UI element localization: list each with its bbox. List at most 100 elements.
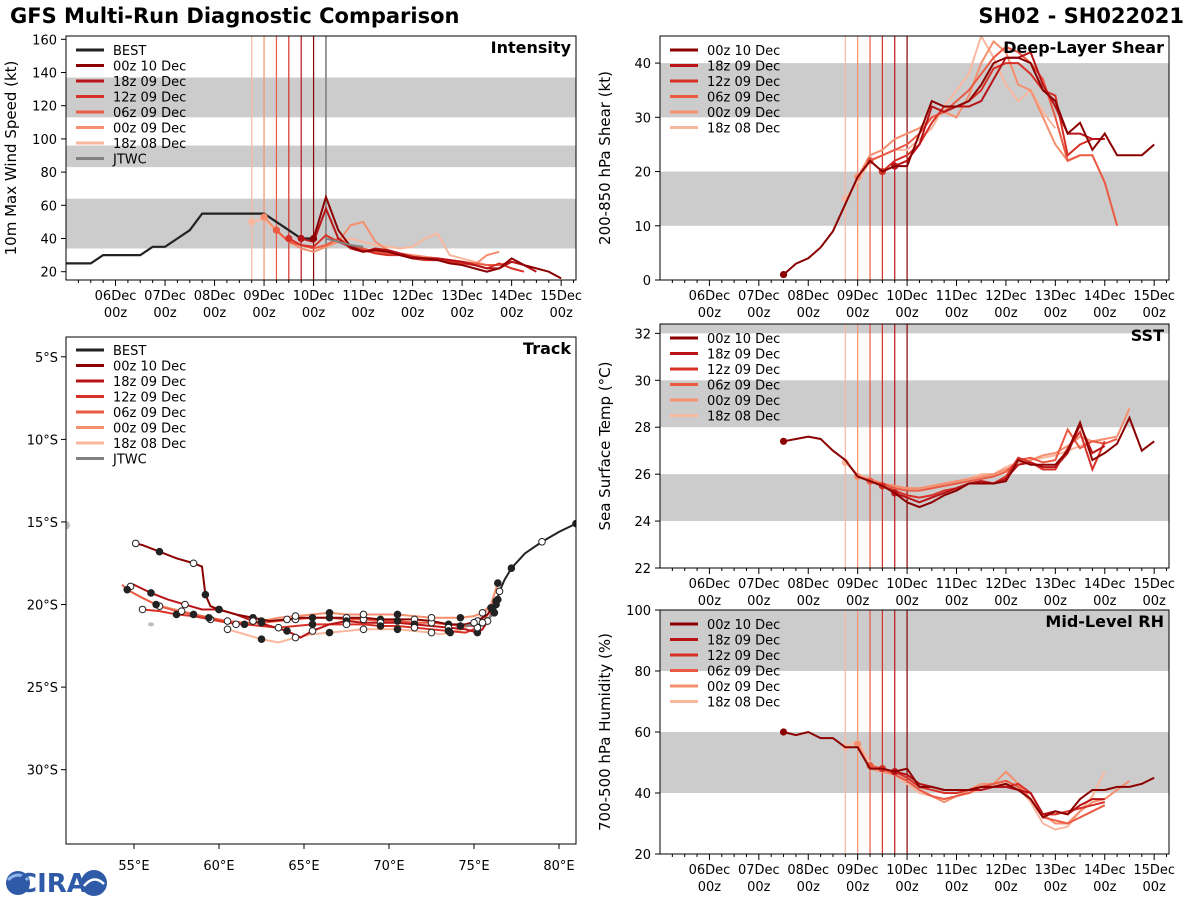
rh-xtick-label: 00z (698, 880, 722, 895)
track-position-marker (205, 613, 213, 622)
shear-series-init-point (779, 270, 788, 279)
intensity-legend-label: 06z 09 Dec (113, 106, 186, 121)
track-ytick-label: 20°S (27, 599, 58, 614)
shear-xtick-label: 00z (747, 306, 771, 321)
track-position-marker (291, 612, 300, 620)
track-position-marker (538, 537, 546, 546)
sst-xtick-label: 13Dec (1034, 577, 1076, 592)
sst-legend-label: 18z 08 Dec (707, 410, 780, 425)
track-position-marker (257, 617, 266, 625)
intensity-xtick-label: 00z (302, 306, 326, 321)
track-position-marker (494, 595, 502, 604)
intensity-panel-title: Intensity (491, 38, 572, 57)
track-legend-label: 18z 08 Dec (113, 437, 186, 452)
track-xtick-label: 55°E (118, 859, 149, 874)
shear-panel: 0 10 20 30 40 06Dec 00z 07Dec 00z 08Dec 00z 09Dec 00… (596, 35, 1175, 321)
track-legend-label: 06z 09 Dec (113, 406, 186, 421)
rh-panel: 20 40 60 80 100 06Dec 00z 07Dec 00z 08Dec 00z 09Dec… (596, 604, 1175, 895)
rh-ytick-label: 40 (634, 787, 651, 802)
madagascar-coast (66, 521, 70, 530)
track-xtick-label: 80°E (543, 859, 574, 874)
rh-legend-label: 00z 09 Dec (707, 680, 780, 695)
sst-xtick-label: 06Dec (689, 577, 731, 592)
intensity-ytick-label: 60 (40, 199, 57, 214)
track-position-marker (393, 617, 402, 625)
intensity-xtick-label: 00z (104, 306, 128, 321)
shear-xtick-label: 00z (895, 306, 919, 321)
sst-threshold-band (660, 380, 1169, 428)
track-position-marker (291, 633, 300, 642)
shear-legend-label: 18z 08 Dec (707, 122, 780, 137)
intensity-legend-label: 00z 09 Dec (113, 122, 186, 137)
shear-ytick-label: 10 (634, 220, 651, 235)
shear-xtick-label: 09Dec (837, 289, 879, 304)
intensity-xtick-label: 06Dec (95, 289, 137, 304)
sst-xtick-label: 00z (747, 594, 771, 609)
reunion-island (148, 622, 154, 627)
track-position-marker (456, 622, 465, 630)
track-panel: 55°E 60°E 65°E 70°E 75°E 80°E 5°S 10°S 15°S 20°S 2… (27, 336, 577, 874)
rh-series-line (869, 764, 1106, 825)
track-position-marker (393, 625, 402, 634)
intensity-xtick-label: 10Dec (293, 289, 335, 304)
shear-xtick-label: 00z (698, 306, 722, 321)
shear-xtick-label: 14Dec (1084, 289, 1126, 304)
rh-ytick-label: 100 (626, 604, 651, 619)
track-position-marker (152, 600, 160, 609)
shear-xtick-label: 00z (1044, 306, 1068, 321)
rh-xtick-label: 00z (1044, 880, 1068, 895)
sst-xtick-label: 00z (1093, 594, 1117, 609)
intensity-xtick-label: 00z (450, 306, 474, 321)
shear-axes-frame (659, 35, 1170, 281)
track-legend-label: 00z 10 Dec (113, 360, 186, 375)
track-position-marker (308, 613, 317, 622)
rh-ytick-label: 20 (634, 848, 651, 863)
track-position-marker (495, 587, 504, 596)
intensity-xtick-label: 14Dec (491, 289, 533, 304)
track-legend-label: 18z 09 Dec (113, 375, 186, 390)
intensity-series-init-point (260, 213, 268, 221)
track-legend-label: JTWC (112, 453, 147, 468)
storm-id: SH02 - SH022021 (978, 4, 1184, 28)
rh-plot-area (660, 610, 1169, 854)
intensity-ytick-label: 120 (32, 100, 57, 115)
rh-xtick-label: 15Dec (1133, 863, 1175, 878)
sst-xtick-label: 00z (895, 594, 919, 609)
shear-xtick-label: 08Dec (787, 289, 829, 304)
sst-xtick-label: 00z (1044, 594, 1068, 609)
track-position-marker (189, 559, 198, 568)
rh-series-init-point (854, 740, 862, 748)
rh-xtick-label: 00z (1142, 880, 1166, 895)
intensity-ytick-label: 140 (32, 67, 57, 82)
sst-xtick-label: 15Dec (1133, 577, 1175, 592)
track-xtick-label: 65°E (288, 859, 319, 874)
track-position-marker (257, 635, 266, 644)
shear-threshold-band (660, 63, 1169, 118)
intensity-panel: 20 40 60 80 100 120 140 160 06Dec 00z 07Dec 00z 08De… (2, 33, 582, 321)
sst-legend-label: 18z 09 Dec (707, 348, 780, 363)
sst-legend-label: 06z 09 Dec (707, 379, 780, 394)
intensity-series-init-point (248, 218, 256, 226)
intensity-ylabel: 10m Max Wind Speed (kt) (2, 61, 20, 256)
intensity-plot-area (66, 36, 576, 280)
sst-ytick-label: 32 (634, 327, 651, 342)
sst-series-init-point (841, 458, 849, 467)
shear-legend-label: 00z 10 Dec (707, 44, 780, 59)
intensity-ytick-label: 40 (40, 233, 57, 248)
sst-series-line (869, 427, 1118, 492)
cira-logo: CIRA (6, 869, 107, 899)
sst-series-line (783, 415, 1155, 509)
sst-legend-label: 00z 09 Dec (707, 394, 780, 409)
shear-xtick-label: 00z (1093, 306, 1117, 321)
shear-ytick-label: 40 (634, 57, 651, 72)
track-position-marker (123, 585, 131, 594)
track-ytick-label: 10°S (27, 433, 58, 448)
rh-xtick-label: 00z (945, 880, 969, 895)
intensity-legend-label: 18z 08 Dec (113, 137, 186, 152)
track-position-marker (446, 628, 455, 637)
rh-legend-label: 18z 09 Dec (707, 634, 780, 649)
track-position-marker (376, 622, 385, 630)
sst-ylabel: Sea Surface Temp (°C) (596, 361, 614, 530)
intensity-xtick-label: 13Dec (441, 289, 483, 304)
